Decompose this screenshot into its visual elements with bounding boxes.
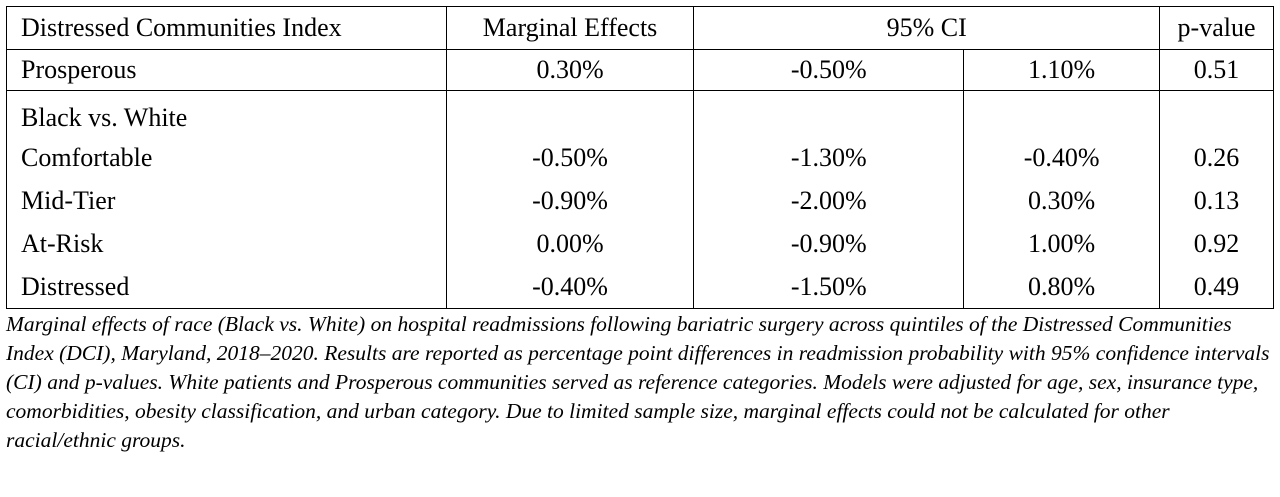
table-row: Comfortable -0.50% -1.30% -0.40% 0.26: [6, 136, 1274, 179]
ci-low-cell: -0.50%: [693, 49, 965, 91]
header-row: Distressed Communities Index Marginal Ef…: [6, 6, 1274, 50]
row-label: Comfortable: [6, 136, 447, 179]
row-label: At-Risk: [6, 222, 447, 265]
table-row: Distressed -0.40% -1.50% 0.80% 0.49: [6, 265, 1274, 309]
ci-high-cell: 1.10%: [963, 49, 1161, 91]
ci-high-cell: -0.40%: [963, 136, 1161, 179]
marginal-effect-cell: 0.00%: [445, 222, 695, 265]
header-95-ci: 95% CI: [693, 6, 1161, 50]
row-label: Prosperous: [6, 49, 447, 91]
marginal-effect-cell: -0.40%: [445, 265, 695, 309]
group-header-row: Black vs. White: [6, 90, 1274, 136]
marginal-effect-cell: -0.90%: [445, 179, 695, 222]
header-p-value: p-value: [1159, 6, 1274, 50]
p-value-cell: 0.13: [1159, 179, 1274, 222]
marginal-effect-cell: -0.50%: [445, 136, 695, 179]
table-row: At-Risk 0.00% -0.90% 1.00% 0.92: [6, 222, 1274, 265]
table-row: Mid-Tier -0.90% -2.00% 0.30% 0.13: [6, 179, 1274, 222]
marginal-effect-cell: 0.30%: [445, 49, 695, 91]
row-label: Mid-Tier: [6, 179, 447, 222]
row-label: Distressed: [6, 265, 447, 309]
ci-low-cell: -2.00%: [693, 179, 965, 222]
table-caption: Marginal effects of race (Black vs. Whit…: [6, 312, 1270, 452]
ci-high-cell: 0.30%: [963, 179, 1161, 222]
group-label: Black vs. White: [6, 90, 447, 136]
p-value-cell: 0.92: [1159, 222, 1274, 265]
ci-low-cell: -1.50%: [693, 265, 965, 309]
header-index: Distressed Communities Index: [6, 6, 447, 50]
header-marginal-effects: Marginal Effects: [445, 6, 695, 50]
ci-low-cell: -1.30%: [693, 136, 965, 179]
table-row: Prosperous 0.30% -0.50% 1.10% 0.51: [6, 49, 1274, 91]
ci-high-cell: 0.80%: [963, 265, 1161, 309]
p-value-cell: 0.49: [1159, 265, 1274, 309]
p-value-cell: 0.26: [1159, 136, 1274, 179]
ci-high-cell: 1.00%: [963, 222, 1161, 265]
p-value-cell: 0.51: [1159, 49, 1274, 91]
results-table: Distressed Communities Index Marginal Ef…: [6, 6, 1274, 309]
ci-low-cell: -0.90%: [693, 222, 965, 265]
